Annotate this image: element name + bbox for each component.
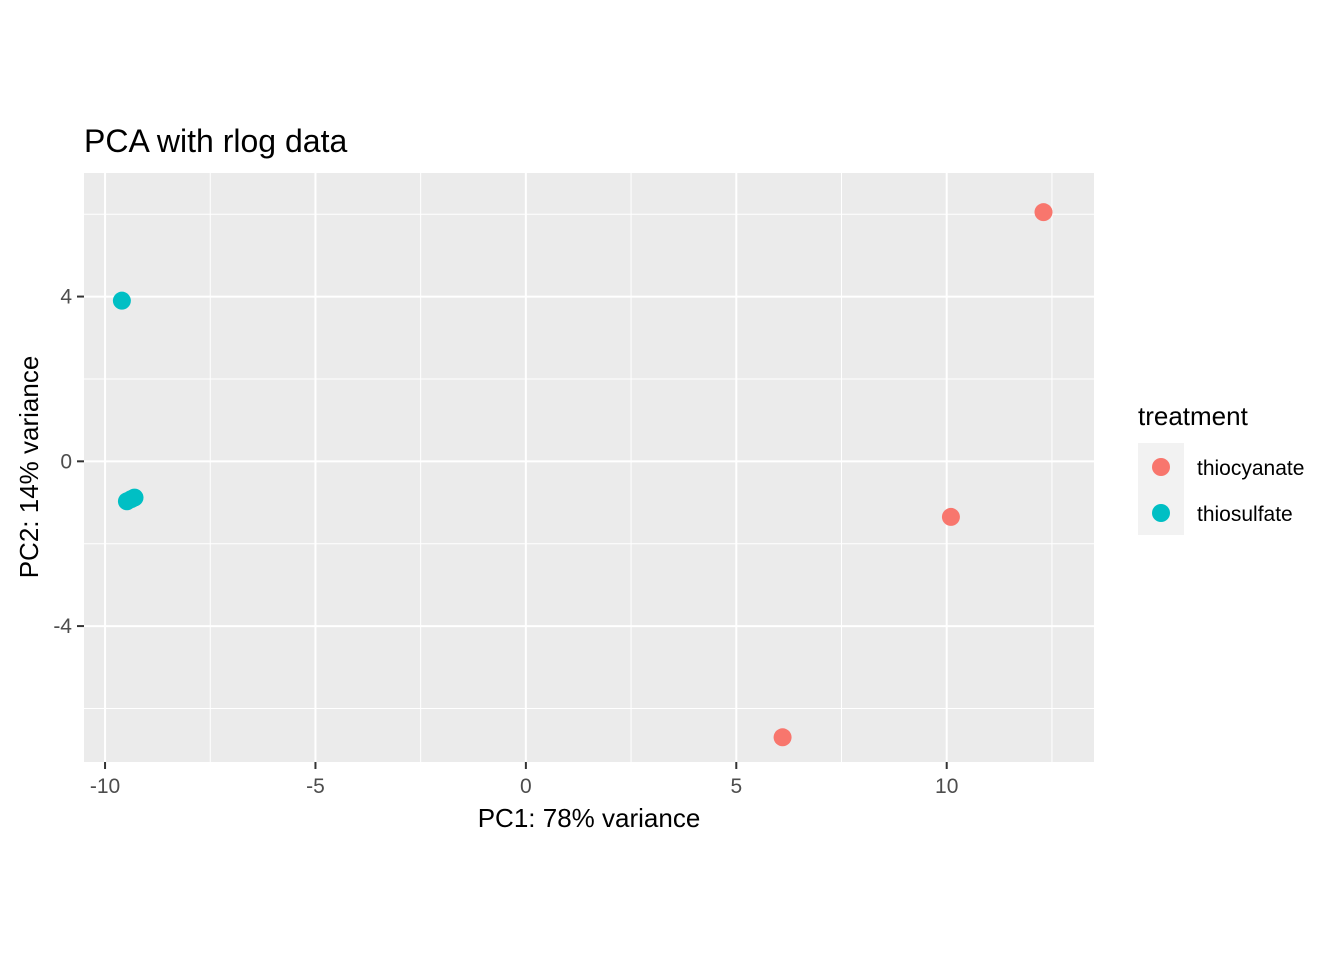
data-points bbox=[112, 203, 1053, 747]
thiocyanate-point bbox=[1034, 203, 1053, 222]
legend: treatment thiocyanate thiosulfate bbox=[1138, 401, 1304, 535]
thiocyanate-point bbox=[941, 507, 960, 526]
x-axis-title: PC1: 78% variance bbox=[478, 803, 701, 833]
x-tick-label: -5 bbox=[306, 775, 325, 798]
axis-tick-labels: -10 -5 0 5 10 -4 0 4 bbox=[53, 286, 958, 798]
legend-label-thiocyanate: thiocyanate bbox=[1197, 457, 1304, 480]
thiocyanate-point bbox=[773, 728, 792, 747]
thiosulfate-point bbox=[112, 291, 131, 310]
thiosulfate-point bbox=[117, 492, 136, 511]
y-axis-title: PC2: 14% variance bbox=[14, 356, 44, 579]
legend-label-thiosulfate: thiosulfate bbox=[1197, 503, 1293, 526]
legend-title: treatment bbox=[1138, 401, 1249, 431]
y-tick-label: -4 bbox=[53, 615, 72, 638]
legend-key-thiocyanate bbox=[1152, 458, 1170, 476]
plot-panel bbox=[84, 173, 1094, 762]
major-gridlines bbox=[84, 173, 1094, 762]
x-tick-label: 10 bbox=[935, 775, 958, 798]
minor-gridlines bbox=[84, 173, 1094, 762]
y-tick-label: 4 bbox=[60, 286, 72, 309]
x-tick-label: 0 bbox=[520, 775, 532, 798]
legend-key-thiosulfate bbox=[1152, 504, 1170, 522]
legend-items: thiocyanate thiosulfate bbox=[1152, 457, 1304, 526]
chart-title: PCA with rlog data bbox=[84, 123, 347, 159]
x-tick-label: -10 bbox=[90, 775, 120, 798]
y-tick-label: 0 bbox=[60, 450, 72, 473]
x-tick-label: 5 bbox=[730, 775, 742, 798]
axis-ticks bbox=[77, 295, 948, 769]
